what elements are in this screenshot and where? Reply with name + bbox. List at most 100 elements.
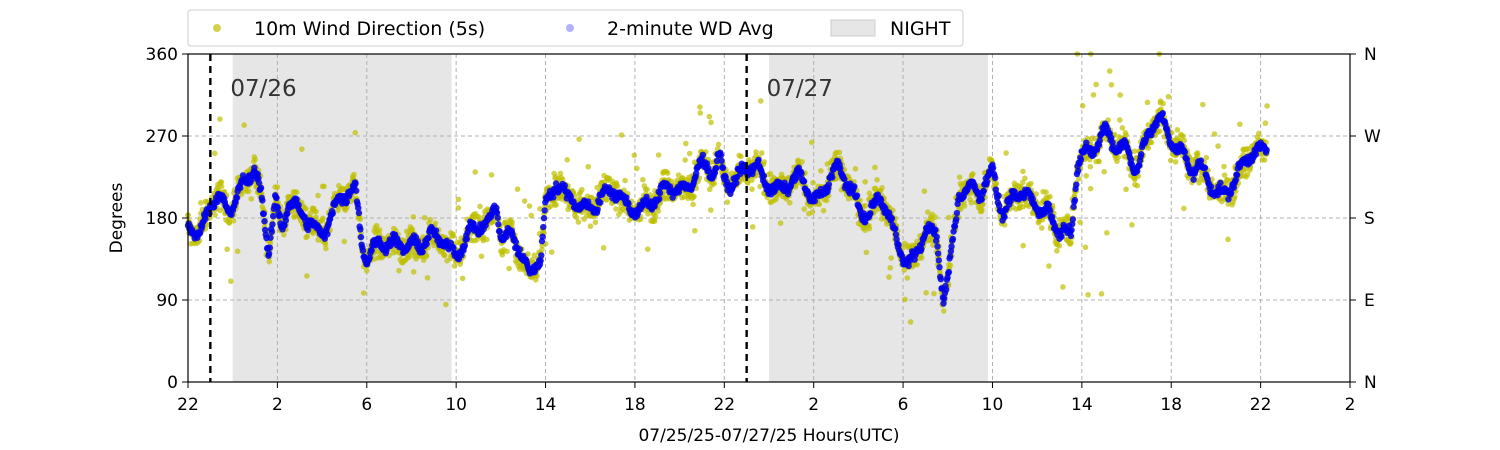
wd2m-point xyxy=(811,197,819,205)
wd5s-point xyxy=(1264,103,1270,109)
wd2m-point xyxy=(719,164,727,172)
wd5s-point xyxy=(863,249,870,256)
wd5s-point xyxy=(502,219,509,226)
wd5s-point xyxy=(553,202,559,208)
wd2m-point xyxy=(1136,162,1143,169)
wd5s-point xyxy=(1180,133,1186,139)
wd2m-point xyxy=(550,194,557,201)
wd5s-point xyxy=(228,278,234,284)
compass-tick-label: N xyxy=(1364,373,1377,393)
wd5s-point xyxy=(587,223,594,230)
wd5s-point xyxy=(1115,154,1122,161)
compass-tick-label: N xyxy=(1364,45,1377,65)
wd2m-point xyxy=(949,235,957,243)
wd2m-point xyxy=(943,286,950,293)
legend-label-2min: 2-minute WD Avg xyxy=(607,18,774,40)
wd5s-point xyxy=(1092,135,1098,142)
wd5s-point xyxy=(341,238,348,245)
wd5s-point xyxy=(758,150,765,156)
wd5s-point xyxy=(1028,180,1034,187)
legend-marker-2min xyxy=(566,24,574,32)
wd5s-point xyxy=(618,132,625,138)
wd5s-point xyxy=(315,237,321,243)
wd5s-point xyxy=(904,275,911,281)
wd2m-point xyxy=(853,192,861,199)
wd5s-point xyxy=(1085,291,1091,298)
wd5s-point xyxy=(786,199,793,206)
wd5s-point xyxy=(579,186,585,193)
wd5s-point xyxy=(697,104,703,110)
wd5s-point xyxy=(351,171,357,178)
wd5s-point xyxy=(1079,102,1086,109)
wd2m-point xyxy=(233,194,241,202)
wd5s-point xyxy=(947,262,954,269)
wd5s-point xyxy=(613,206,619,212)
wd5s-point xyxy=(357,216,364,222)
wd5s-point xyxy=(1076,175,1082,182)
wd5s-point xyxy=(441,252,447,258)
wd2m-point xyxy=(274,204,282,212)
wd5s-point xyxy=(406,254,412,261)
wd5s-point xyxy=(1046,263,1052,269)
wd5s-point xyxy=(706,113,713,120)
wd5s-point xyxy=(1083,173,1090,179)
wd5s-point xyxy=(1211,131,1218,137)
wd5s-point xyxy=(455,205,462,211)
wd5s-point xyxy=(1096,158,1102,165)
wd2m-point xyxy=(257,184,265,192)
y-tick-label: 0 xyxy=(167,373,178,393)
wd5s-point xyxy=(808,139,815,146)
wd5s-point xyxy=(697,110,704,116)
day-markers: 07/26 07/27 xyxy=(209,54,833,382)
wd5s-point xyxy=(914,261,920,268)
wd2m-point xyxy=(851,183,858,190)
x-tick-label: 18 xyxy=(1160,395,1182,415)
wd5s-point xyxy=(313,208,319,215)
wd5s-point xyxy=(1071,192,1078,199)
wd5s-point xyxy=(409,226,415,232)
wd5s-point xyxy=(818,168,824,174)
wd5s-point xyxy=(652,213,659,219)
wd5s-point xyxy=(1181,137,1188,144)
wd2m-point xyxy=(357,233,365,241)
wd2m-point xyxy=(597,199,604,206)
wd5s-point xyxy=(1221,172,1228,178)
wd2m-point xyxy=(934,250,942,257)
wd2m-point xyxy=(918,245,925,253)
x-tick-label: 18 xyxy=(624,395,646,415)
wd5s-point xyxy=(823,197,830,204)
wd2m-point xyxy=(353,187,360,194)
wd2m-point xyxy=(995,192,1002,199)
wd5s-point xyxy=(1108,82,1115,88)
wd5s-point xyxy=(1225,236,1231,243)
wd5s-point xyxy=(360,290,367,296)
wd5s-point xyxy=(504,248,510,255)
wd5s-point xyxy=(525,251,531,257)
wd2m-point xyxy=(1001,213,1008,221)
wd2m-point xyxy=(932,226,939,233)
wd5s-point xyxy=(879,185,885,191)
wd5s-point xyxy=(691,193,697,200)
wd5s-point xyxy=(1060,284,1066,290)
wd5s-point xyxy=(749,224,756,230)
wd2m-point xyxy=(265,250,273,257)
wd5s-point xyxy=(218,179,224,185)
wd5s-point xyxy=(304,273,310,279)
wd5s-point xyxy=(212,212,218,218)
wd5s-point xyxy=(573,214,580,221)
wd2m-point xyxy=(895,241,902,248)
wd2m-point xyxy=(1048,213,1056,220)
wd2m-point xyxy=(1070,203,1077,210)
wd5s-point xyxy=(640,176,646,183)
wd5s-point xyxy=(888,255,894,261)
wd2m-point xyxy=(947,247,955,255)
wd5s-point xyxy=(644,246,651,252)
wd2m-point xyxy=(892,231,900,238)
wd2m-point xyxy=(458,252,465,259)
wd2m-point xyxy=(516,246,524,253)
wd2m-point xyxy=(512,238,520,246)
wd2m-point xyxy=(359,247,367,254)
wd5s-point xyxy=(918,255,925,261)
legend-label-night: NIGHT xyxy=(890,18,951,40)
